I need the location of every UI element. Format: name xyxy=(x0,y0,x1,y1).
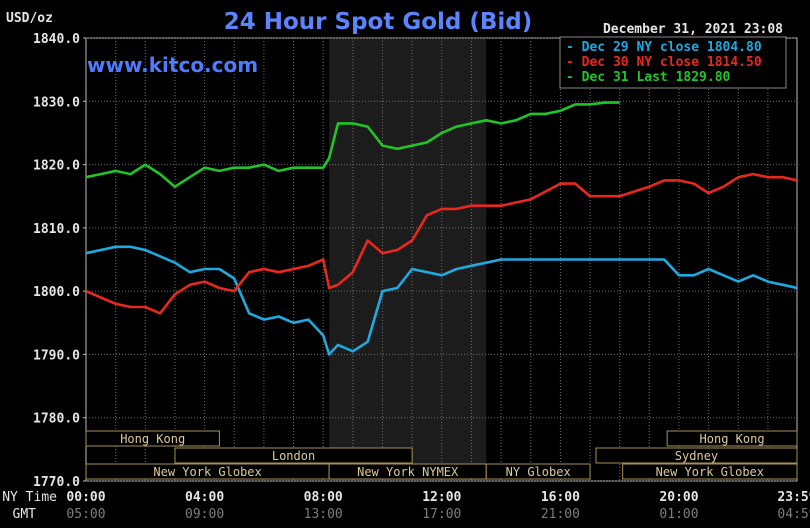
session-bars: Hong Kong Hong Kong London Sydney New York G… xyxy=(85,430,798,480)
legend-entry-dec30: - Dec 30 NY close 1814.50 xyxy=(566,55,762,70)
x-tick-label-ny: 20:00 xyxy=(659,490,698,505)
legend-box xyxy=(559,36,787,89)
session-box xyxy=(485,463,591,480)
session-box xyxy=(666,430,798,447)
session-bar: London xyxy=(174,447,413,464)
series-layer xyxy=(85,101,798,356)
series-line-0 xyxy=(85,245,798,356)
y-tick-label: 1840.0 xyxy=(33,32,80,47)
series-line-2 xyxy=(85,101,620,188)
session-label: NY Globex xyxy=(506,465,571,479)
y-tick-label: 1790.0 xyxy=(33,348,80,363)
series-line-1 xyxy=(85,172,798,315)
session-label: New York Globex xyxy=(153,465,261,479)
x-tick-label-ny: 00:00 xyxy=(66,490,105,505)
legend-entry-dec29: - Dec 29 NY close 1804.80 xyxy=(566,40,762,55)
legend: - Dec 29 NY close 1804.80 - Dec 30 NY cl… xyxy=(559,36,787,89)
x-tick-label-gmt: 01:00 xyxy=(659,507,698,522)
y-tick-label: 1820.0 xyxy=(33,159,80,174)
y-tick-label: 1800.0 xyxy=(33,285,80,300)
session-bar: Hong Kong xyxy=(666,430,798,447)
gmt-row-label: GMT xyxy=(13,507,37,522)
x-tick-label-gmt: 21:00 xyxy=(541,507,580,522)
y-axis-ticks: 1840.0 1830.0 1820.0 1810.0 1800.0 1790.0 1780… xyxy=(33,32,86,490)
x-tick-label-ny: 16:00 xyxy=(541,490,580,505)
session-box xyxy=(174,447,413,464)
session-bar: Hong Kong xyxy=(85,430,220,447)
x-tick-label-gmt: 05:00 xyxy=(66,507,105,522)
session-label: New York NYMEX xyxy=(357,465,459,479)
session-box xyxy=(85,430,220,447)
session-bar: New York Globex xyxy=(85,463,330,480)
session-label: Hong Kong xyxy=(120,432,185,446)
chart-title: 24 Hour Spot Gold (Bid) xyxy=(224,9,533,35)
kitco-watermark: www.kitco.com xyxy=(87,53,258,77)
grid-lines xyxy=(86,37,797,482)
session-box xyxy=(595,447,798,464)
x-tick-label-ny: 04:00 xyxy=(185,490,224,505)
session-bar: NY Globex xyxy=(485,463,591,480)
x-tick-label-gmt: 17:00 xyxy=(422,507,461,522)
session-label: London xyxy=(272,449,315,463)
session-bar: Sydney xyxy=(595,447,798,464)
y-tick-label: 1770.0 xyxy=(33,475,80,490)
session-bar: New York NYMEX xyxy=(328,463,487,480)
session-box xyxy=(622,463,798,480)
y-tick-label: 1780.0 xyxy=(33,412,80,427)
x-tick-label-ny: 23:59 xyxy=(777,490,810,505)
session-label: New York Globex xyxy=(656,465,764,479)
y-tick-label: 1810.0 xyxy=(33,222,80,237)
session-bar: New York Globex xyxy=(622,463,798,480)
legend-entry-dec31: - Dec 31 Last 1829.80 xyxy=(566,70,731,85)
y-axis-label: USD/oz xyxy=(6,11,53,26)
x-tick-label-ny: 12:00 xyxy=(422,490,461,505)
session-label: Sydney xyxy=(675,449,718,463)
x-axis-ticks: 00:00 05:00 04:00 09:00 08:00 13:00 12:00 17:00… xyxy=(66,490,810,522)
x-tick-label-gmt: 04:59 xyxy=(777,507,810,522)
timestamp: December 31, 2021 23:08 xyxy=(603,22,783,37)
ny-time-row-label: NY Time xyxy=(2,490,57,505)
nymex-session-shading xyxy=(329,39,487,480)
x-tick-label-gmt: 13:00 xyxy=(304,507,343,522)
session-label: Hong Kong xyxy=(700,432,765,446)
y-tick-label: 1830.0 xyxy=(33,95,80,110)
x-tick-label-ny: 08:00 xyxy=(304,490,343,505)
x-tick-label-gmt: 09:00 xyxy=(185,507,224,522)
